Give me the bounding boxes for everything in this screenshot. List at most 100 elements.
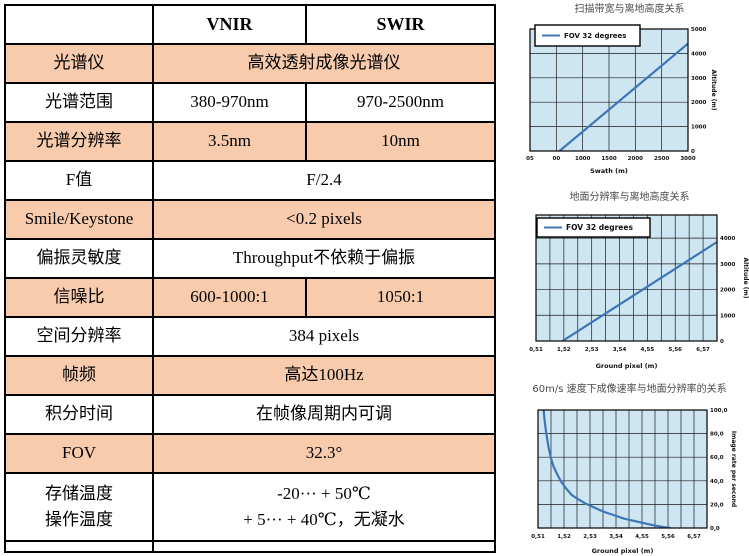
header-empty-cell (4, 4, 154, 45)
y-tick-label: 60,0 (710, 455, 724, 461)
value-cell: Throughput不依赖于偏振 (152, 238, 496, 279)
y-tick-label: 80,0 (710, 432, 724, 438)
row-label-cell: 帧频 (4, 355, 154, 396)
y-tick-label: 100,0 (710, 408, 728, 414)
x-axis-label: Ground pixel (m) (592, 547, 654, 555)
plot-area (538, 410, 707, 528)
table-row: 帧频 高达100Hz (4, 355, 496, 396)
value-cell: 高效透射成像光谱仪 (152, 43, 496, 84)
table-row: 存储温度 操作温度 -20··· + 50℃ + 5··· + 40℃，无凝水 (4, 472, 496, 542)
row-label-cell: 积分时间 (4, 394, 154, 435)
table-row: 光谱范围 380-970nm 970-2500nm (4, 82, 496, 123)
table-row: 空间分辨率 384 pixels (4, 316, 496, 357)
table-row: Smile/Keystone <0.2 pixels (4, 199, 496, 240)
chart-groundpixel-vs-altitude: 地面分辨率与离地高度关系 FOV 32 degrees 0,51 1,52 2,53 3… (510, 185, 749, 375)
x-tick-label: 5,56 (668, 347, 682, 353)
value-cell: <0.2 pixels (152, 199, 496, 240)
y-tick-label: 1000 (691, 125, 706, 131)
y-tick-label: 3000 (691, 76, 706, 82)
y-axis-label: Altitude (m) (710, 70, 717, 111)
row-label-cell: Smile/Keystone (4, 199, 154, 240)
x-tick-label: 2,53 (585, 347, 599, 353)
y-tick-label: 2000 (691, 100, 706, 106)
value-cell: 384 pixels (152, 316, 496, 357)
x-tick-label: 0,51 (531, 534, 545, 540)
chart-swath-vs-altitude: 扫描带宽与离地高度关系 FOV 32 degrees 05 00 1000 1500 20… (510, 0, 749, 185)
x-tick-label: 4,55 (635, 534, 649, 540)
x-tick-label: 0,51 (529, 347, 543, 353)
x-tick-label: 00 (553, 156, 561, 162)
table-row: 积分时间 在帧像周期内可调 (4, 394, 496, 435)
x-tick-label: 3,54 (609, 534, 623, 540)
y-tick-label: 2000 (720, 288, 735, 294)
y-tick-label: 3000 (720, 262, 735, 268)
header-row: VNIR SWIR (4, 4, 496, 45)
value-cell: 1050:1 (305, 277, 496, 318)
x-tick-label: 3000 (680, 156, 695, 162)
y-axis-label: Altitude (m) (742, 258, 749, 299)
y-tick-label: 0,0 (710, 526, 720, 532)
plot-border (535, 214, 718, 342)
value-cell: F/2.4 (152, 160, 496, 201)
row-label-cell: FOV (4, 433, 154, 474)
series-line (558, 42, 688, 151)
legend-box (536, 217, 651, 238)
x-axis-label: Ground pixel (m) (596, 362, 658, 370)
x-tick-label: 05 (526, 156, 534, 162)
table-row: 信噪比 600-1000:1 1050:1 (4, 277, 496, 318)
y-tick-label: 20,0 (710, 502, 724, 508)
legend-label: FOV 32 degrees (564, 32, 626, 40)
value-cell: 970-2500nm (305, 82, 496, 123)
legend-label: FOV 32 degrees (566, 223, 633, 232)
row-label-cell: F值 (4, 160, 154, 201)
y-axis-label: Image rate per second (730, 431, 737, 507)
chart-imagerate-vs-groundpixel: 60m/s 速度下成像速率与地面分辨率的关系 0,51 1,52 2,53 3,54 4… (510, 375, 749, 556)
row-label-cell: 光谱仪 (4, 43, 154, 84)
value-cell: 高达100Hz (152, 355, 496, 396)
series-line (542, 410, 671, 528)
x-tick-label: 6,57 (687, 534, 701, 540)
table-row: FOV 32.3° (4, 433, 496, 474)
value-cell: 在帧像周期内可调 (152, 394, 496, 435)
table-row: 偏振灵敏度 Throughput不依赖于偏振 (4, 238, 496, 279)
value-cell: 380-970nm (152, 82, 307, 123)
x-tick-label: 1000 (575, 156, 590, 162)
chart-title-imagerate-groundpixel: 60m/s 速度下成像速率与地面分辨率的关系 (532, 384, 727, 395)
value-cell: 32.3° (152, 433, 496, 474)
chart-title-groundpixel-altitude: 地面分辨率与离地高度关系 (569, 192, 690, 203)
x-tick-label: 5,56 (661, 534, 675, 540)
row-label-cell: 光谱范围 (4, 82, 154, 123)
plot-border (537, 409, 708, 529)
x-tick-label: 3,54 (613, 347, 627, 353)
x-tick-label: 2,53 (583, 534, 597, 540)
x-axis-label: Swath (m) (590, 167, 628, 175)
y-tick-label: 0 (720, 339, 724, 345)
y-tick-label: 5000 (691, 27, 706, 33)
x-tick-label: 2000 (628, 156, 643, 162)
y-tick-label: 4000 (691, 51, 706, 57)
value-cell (152, 540, 496, 553)
value-cell: -20··· + 50℃ + 5··· + 40℃，无凝水 (152, 472, 496, 542)
x-tick-label: 4,55 (641, 347, 655, 353)
table-row: F值 F/2.4 (4, 160, 496, 201)
legend-box (534, 24, 641, 47)
x-tick-label: 1,52 (557, 347, 571, 353)
y-tick-label: 0 (691, 149, 695, 155)
chart-imagerate-groundpixel-svg: 0,51 1,52 2,53 3,54 4,55 5,56 6,57 0,0 20,0 40,0 6… (531, 408, 737, 555)
x-tick-label: 1500 (601, 156, 616, 162)
spec-table: VNIR SWIR 光谱仪 高效透射成像光谱仪 光谱范围 380-970nm 970-250… (4, 4, 496, 553)
chart-title-swath-altitude: 扫描带宽与离地高度关系 (574, 4, 685, 15)
x-tick-label: 1,52 (557, 534, 571, 540)
header-cell-vnir: VNIR (152, 4, 307, 45)
row-label-cell: 存储温度 操作温度 (4, 472, 154, 542)
table-row: 光谱仪 高效透射成像光谱仪 (4, 43, 496, 84)
row-label-cell: 信噪比 (4, 277, 154, 318)
row-label-cell: 空间分辨率 (4, 316, 154, 357)
table-row: 光谱分辨率 3.5nm 10nm (4, 121, 496, 162)
row-label-cell (4, 540, 154, 553)
x-tick-label: 6,57 (696, 347, 710, 353)
x-tick-label: 2500 (654, 156, 669, 162)
value-cell: 3.5nm (152, 121, 307, 162)
row-label-cell: 偏振灵敏度 (4, 238, 154, 279)
